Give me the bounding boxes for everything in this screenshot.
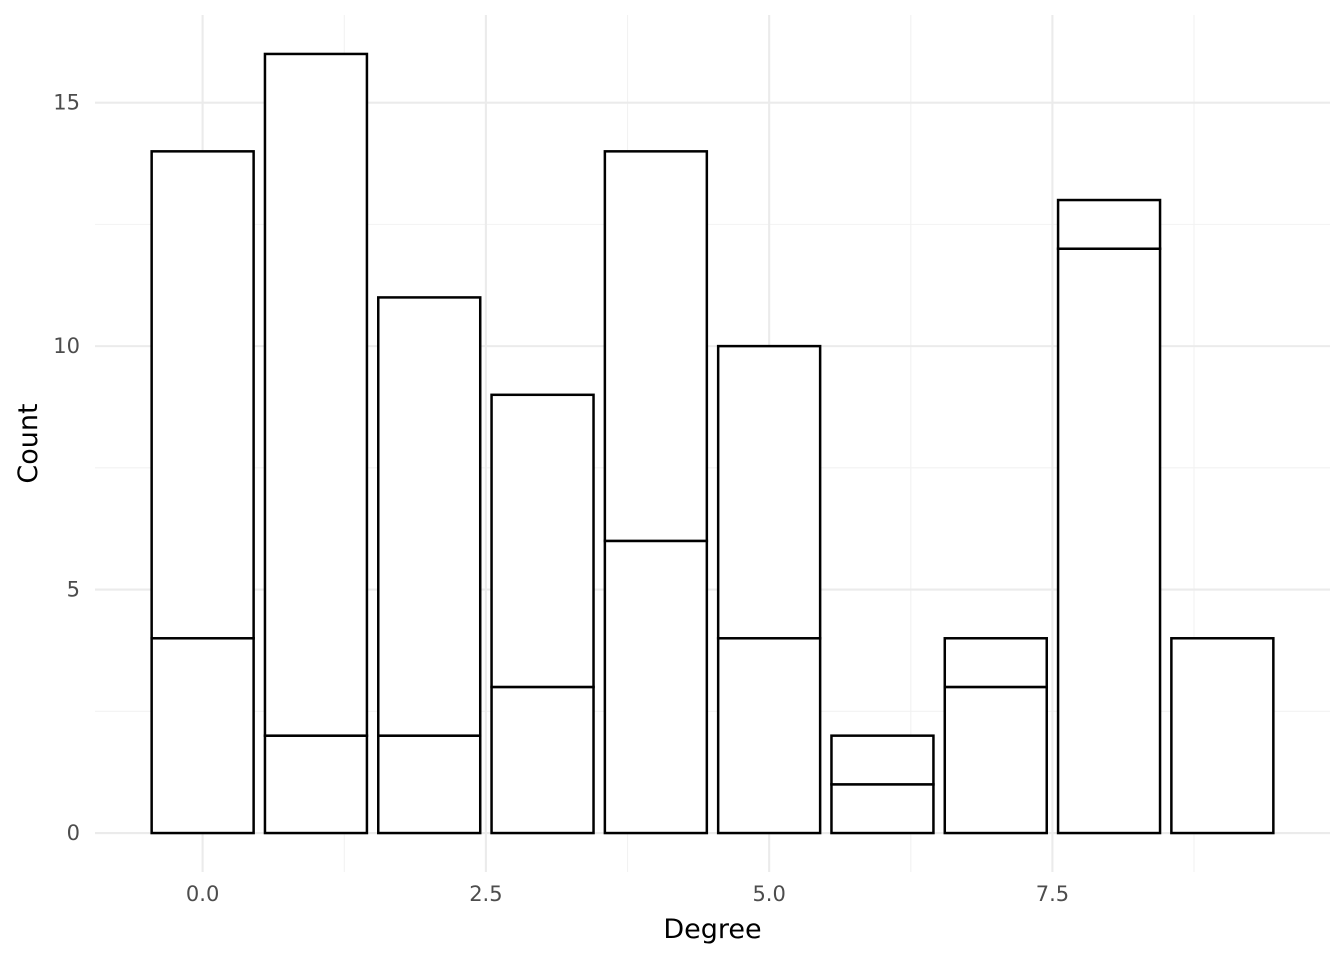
bar-segment-degree-5-series-1 <box>716 344 822 640</box>
bar-segment-degree-6-series-0 <box>830 783 935 835</box>
bar-segment-degree-7-series-1 <box>943 637 1048 689</box>
bar-segment-degree-2-series-1 <box>377 296 482 737</box>
bars <box>150 52 1275 835</box>
bar-segment-degree-2-series-0 <box>377 734 482 835</box>
x-tick-label: 2.5 <box>469 882 502 906</box>
bar-segment-degree-1-series-0 <box>263 734 369 835</box>
bar-segment-degree-3-series-0 <box>490 685 595 835</box>
bar-segment-degree-7-series-0 <box>943 685 1048 835</box>
y-tick-label: 15 <box>53 91 80 115</box>
y-tick-label: 10 <box>53 334 80 358</box>
x-tick-label: 7.5 <box>1036 882 1069 906</box>
bar-segment-degree-1-series-1 <box>263 52 369 737</box>
x-tick-label: 5.0 <box>752 882 785 906</box>
bar-segment-degree-4-series-0 <box>603 539 709 835</box>
bar-segment-degree-8-series-0 <box>1056 247 1162 835</box>
x-tick-label: 0.0 <box>186 882 219 906</box>
x-axis-ticks: 0.0 2.5 5.0 7.5 <box>186 882 1069 906</box>
bar-segment-degree-5-series-0 <box>716 637 822 835</box>
y-tick-label: 0 <box>67 821 80 845</box>
bar-segment-degree-3-series-1 <box>490 393 595 689</box>
bar-segment-degree-0-series-1 <box>150 150 255 640</box>
y-axis-title: Count <box>13 403 44 483</box>
x-axis-title: Degree <box>663 914 761 945</box>
bar-segment-degree-4-series-1 <box>603 150 709 543</box>
bar-segment-degree-9-series-0 <box>1170 637 1275 835</box>
bar-segment-degree-8-series-1 <box>1056 198 1162 250</box>
bar-segment-degree-6-series-1 <box>830 734 935 786</box>
y-axis-ticks: 0 5 10 15 <box>53 91 80 845</box>
bar-segment-degree-0-series-0 <box>150 637 255 835</box>
y-tick-label: 5 <box>67 578 80 602</box>
